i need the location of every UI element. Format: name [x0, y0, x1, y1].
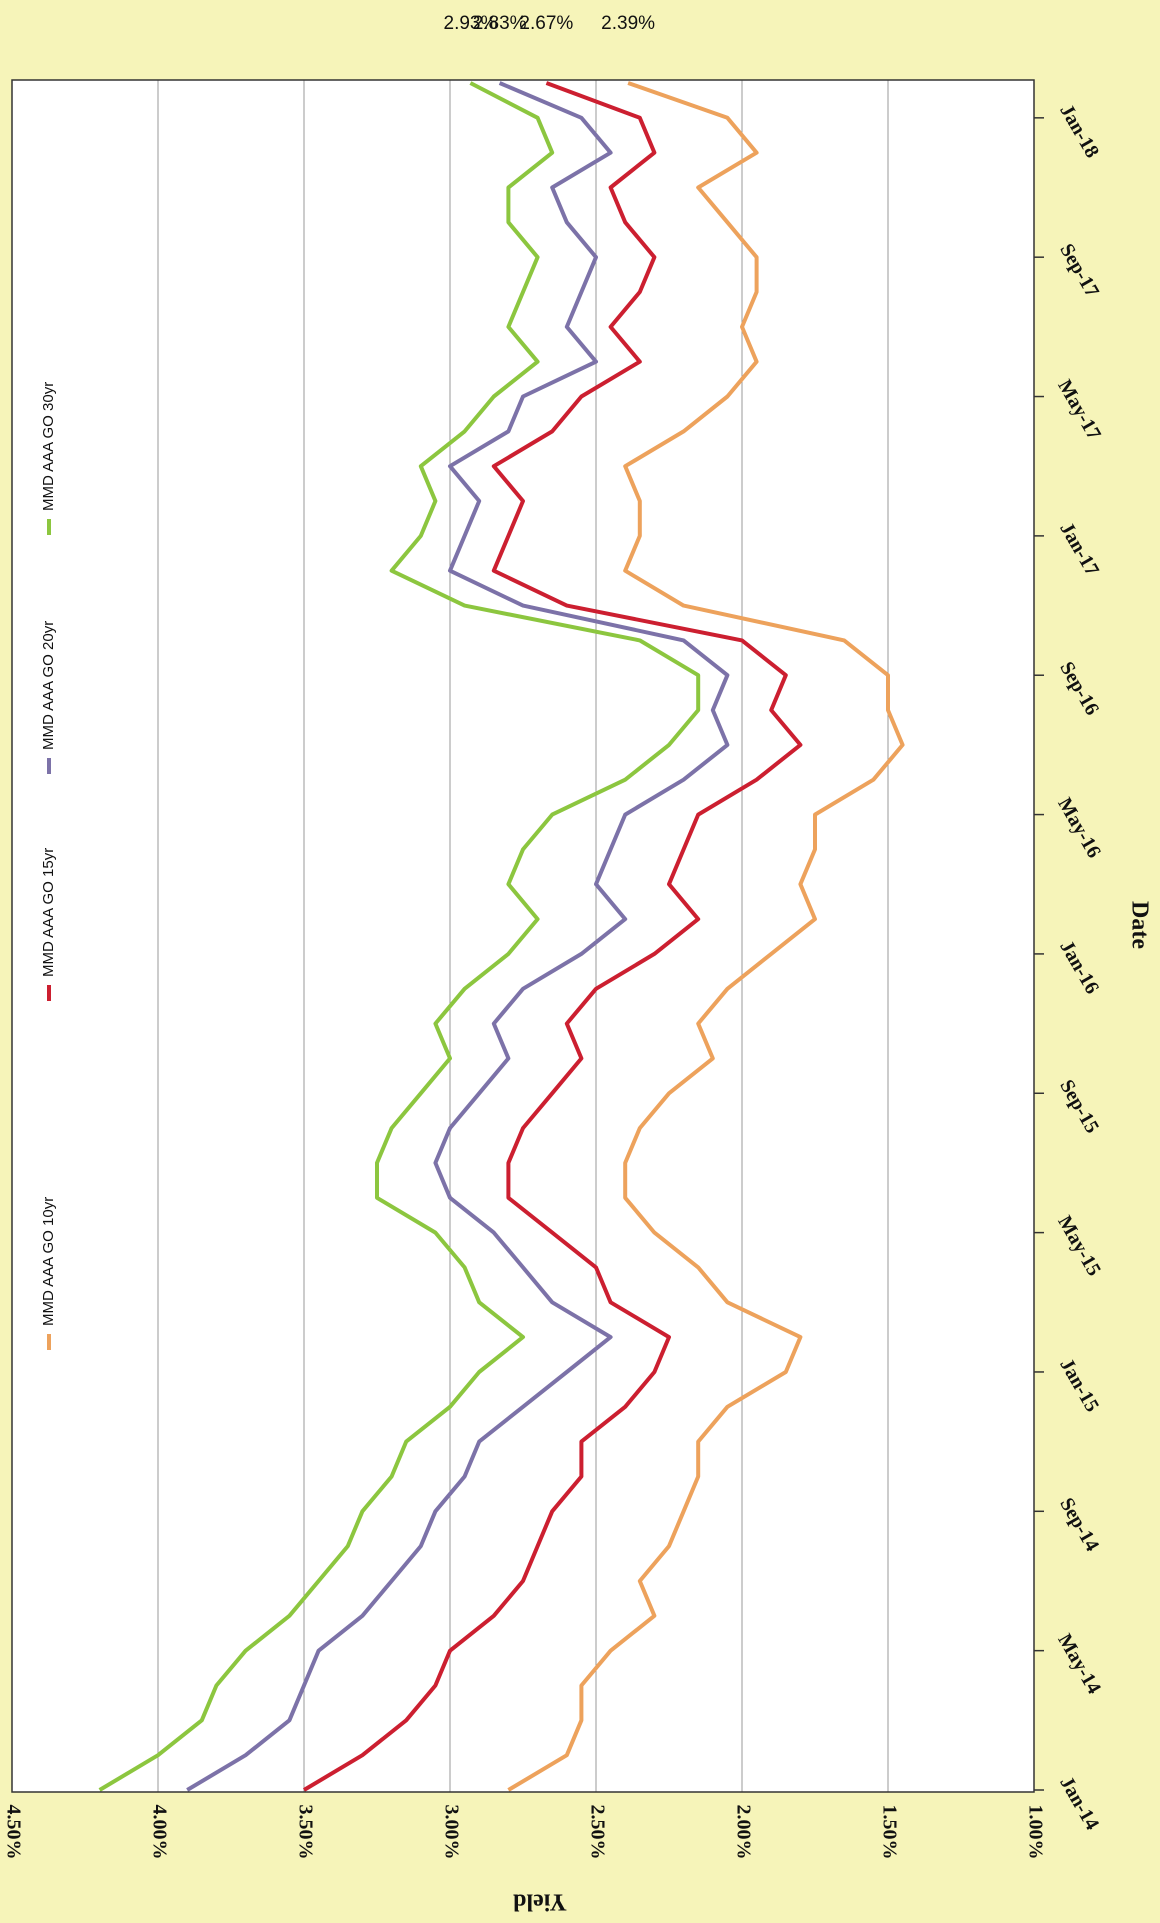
series-line — [302, 81, 803, 1792]
legend-label: MMD AAA GO 20yr — [40, 621, 57, 750]
x-tick-label: Sep-17 — [1055, 240, 1103, 301]
end-value-label: 2.83% — [473, 13, 527, 34]
y-tick-label: 3.00% — [440, 1805, 462, 1860]
y-tick-label: 1.00% — [1024, 1805, 1046, 1860]
y-tick-label: 4.50% — [2, 1805, 24, 1860]
series-line — [186, 81, 730, 1792]
legend-label: MMD AAA GO 30yr — [40, 382, 57, 511]
x-tick-label: May-14 — [1053, 1630, 1105, 1698]
x-tick-label: Sep-15 — [1055, 1076, 1103, 1137]
x-tick-label: Jan-14 — [1055, 1773, 1103, 1834]
x-tick-label: May-17 — [1053, 376, 1105, 444]
x-axis-title: Date — [1126, 901, 1152, 949]
x-tick-label: May-16 — [1053, 794, 1105, 862]
x-tick-label: Sep-14 — [1055, 1494, 1103, 1555]
y-tick-label: 2.50% — [586, 1805, 608, 1860]
end-value-label: 2.39% — [601, 13, 655, 34]
end-value-label: 2.67% — [519, 13, 573, 34]
y-tick-label: 1.50% — [878, 1805, 900, 1860]
y-axis-title: Yield — [512, 1888, 566, 1914]
series-line — [98, 81, 701, 1792]
legend-label: MMD AAA GO 10yr — [40, 1197, 57, 1326]
series-line — [507, 81, 905, 1792]
x-tick-label: Sep-16 — [1055, 658, 1103, 719]
x-tick-label: May-15 — [1053, 1212, 1105, 1280]
x-tick-label: Jan-18 — [1055, 101, 1103, 162]
y-tick-label: 3.50% — [294, 1805, 316, 1860]
legend-label: MMD AAA GO 15yr — [40, 848, 57, 977]
y-tick-label: 2.00% — [732, 1805, 754, 1860]
x-tick-label: Jan-17 — [1055, 519, 1103, 580]
x-tick-label: Jan-15 — [1055, 1355, 1103, 1416]
y-tick-label: 4.00% — [148, 1805, 170, 1860]
x-tick-label: Jan-16 — [1055, 937, 1103, 998]
plot-border — [11, 79, 1035, 1793]
end-value-label: 2.93% — [444, 13, 498, 34]
